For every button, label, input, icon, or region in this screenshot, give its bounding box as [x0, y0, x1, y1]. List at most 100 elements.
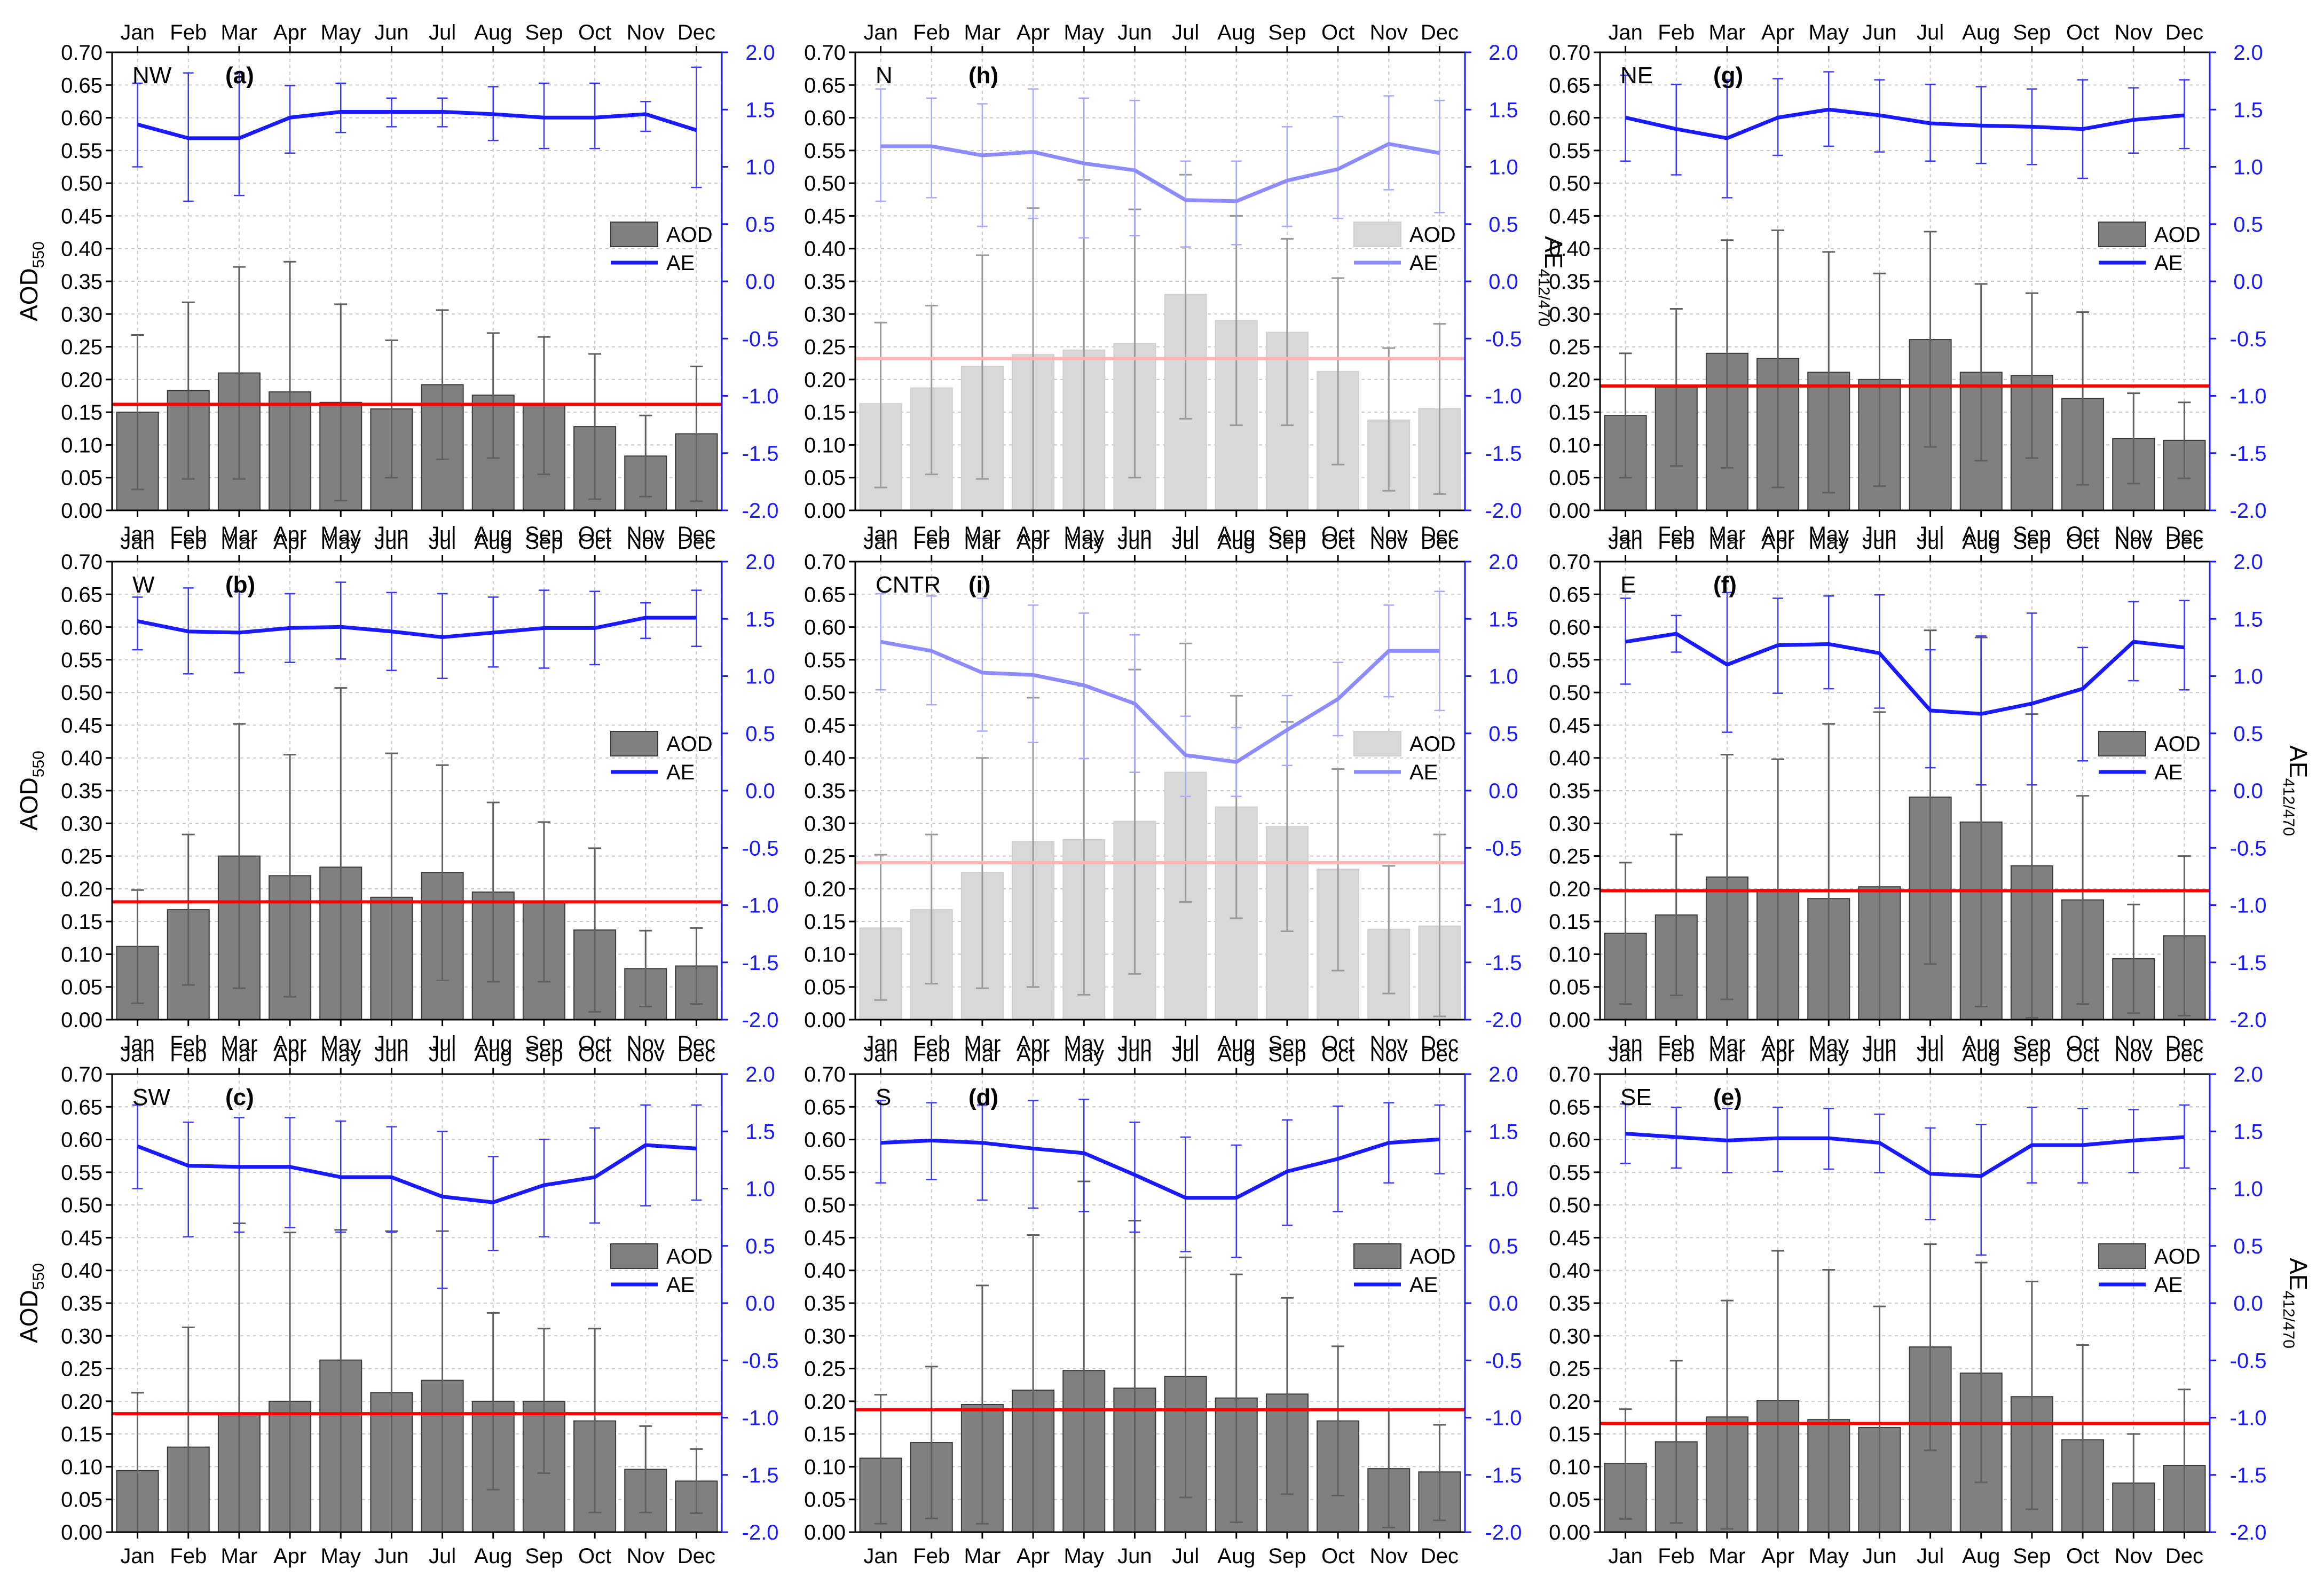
- month-label-top: Aug: [1217, 21, 1255, 44]
- aod-error-bars: [1619, 629, 2191, 1021]
- aod-error-bars: [874, 174, 1446, 511]
- tick-label-left: 0.40: [61, 747, 103, 770]
- tick-label-right: -1.0: [742, 1407, 779, 1430]
- month-label-top: May: [1063, 21, 1104, 44]
- tick-label-right: -1.0: [1485, 1407, 1522, 1430]
- month-label-top: Feb: [1658, 530, 1695, 554]
- tick-label-left: 0.20: [804, 368, 846, 392]
- month-label-top: Jun: [1117, 1043, 1152, 1066]
- tick-label-left: 0.40: [61, 238, 103, 261]
- month-label-bottom: Mar: [220, 1032, 257, 1055]
- tick-label-right: -0.5: [2230, 837, 2267, 860]
- ae-error-bars: [1620, 1103, 2190, 1256]
- tick-label-left: 0.25: [1549, 1358, 1590, 1381]
- tick-label-right: 1.5: [745, 98, 775, 122]
- month-label-top: Feb: [170, 21, 207, 44]
- tick-label-left: 0.15: [804, 910, 846, 934]
- tick-label-right: -2.0: [742, 1008, 779, 1032]
- month-label-top: Nov: [627, 21, 665, 44]
- panel-label: (b): [225, 572, 255, 598]
- tick-label-left: 0.70: [61, 550, 103, 574]
- month-label-bottom: May: [320, 523, 361, 546]
- month-label-bottom: Jun: [1117, 1544, 1152, 1568]
- month-label-bottom: Nov: [1370, 1544, 1408, 1568]
- ae-error-bars: [132, 1104, 702, 1289]
- tick-label-left: 0.65: [804, 74, 846, 97]
- month-label-top: Aug: [1962, 21, 2000, 44]
- tick-label-left: 0.60: [1549, 1129, 1590, 1152]
- month-label-bottom: Jan: [1608, 523, 1643, 546]
- month-label-top: Jul: [1172, 21, 1199, 44]
- tick-label-right: 0.0: [1488, 779, 1518, 803]
- legend-ae-label: AE: [2154, 1273, 2183, 1297]
- tick-label-left: 0.00: [804, 1521, 846, 1544]
- tick-label-left: 0.55: [804, 1161, 846, 1185]
- tick-label-left: 0.65: [804, 1095, 846, 1119]
- region-label: SE: [1620, 1084, 1652, 1110]
- month-label-top: Oct: [2066, 1043, 2099, 1066]
- tick-label-left: 0.25: [61, 845, 103, 869]
- tick-label-left: 0.50: [804, 1194, 846, 1217]
- tick-label-left: 0.15: [804, 401, 846, 424]
- tick-label-left: 0.35: [1549, 1292, 1590, 1315]
- y-axis-title-left: AOD550: [15, 751, 48, 831]
- month-label-top: Jan: [120, 530, 155, 554]
- tick-label-right: 1.0: [745, 1178, 775, 1201]
- month-label-bottom: Jul: [1917, 1032, 1944, 1055]
- month-label-bottom: Jul: [1172, 1544, 1199, 1568]
- tick-label-left: 0.25: [61, 336, 103, 359]
- month-label-top: Mar: [1708, 21, 1745, 44]
- month-label-bottom: Apr: [1761, 523, 1794, 546]
- month-label-bottom: Oct: [1321, 1544, 1354, 1568]
- tick-label-left: 0.25: [1549, 336, 1590, 359]
- month-label-bottom: Jul: [1917, 1544, 1944, 1568]
- ae-series-line: [1625, 632, 2185, 716]
- month-label-top: Jan: [1608, 21, 1643, 44]
- legend-ae-label: AE: [666, 761, 695, 784]
- tick-label-left: 0.25: [61, 1358, 103, 1381]
- month-label-bottom: Mar: [1708, 1032, 1745, 1055]
- month-label-bottom: Sep: [2013, 1032, 2051, 1055]
- month-label-bottom: Apr: [273, 1544, 306, 1568]
- tick-label-left: 0.40: [804, 747, 846, 770]
- tick-label-left: 0.10: [1549, 943, 1590, 966]
- month-label-bottom: Jan: [120, 1544, 155, 1568]
- month-label-bottom: Mar: [1708, 523, 1745, 546]
- month-label-bottom: Aug: [474, 1544, 512, 1568]
- legend-aod-swatch: [610, 731, 658, 756]
- tick-label-left: 0.55: [61, 649, 103, 672]
- month-label-bottom: Sep: [525, 1032, 563, 1055]
- tick-label-left: 0.40: [1549, 747, 1590, 770]
- tick-label-right: 0.0: [1488, 1292, 1518, 1315]
- ae-error-bars: [875, 1098, 1445, 1258]
- tick-label-right: 1.5: [1488, 98, 1518, 122]
- legend-aod-swatch: [2098, 222, 2146, 247]
- month-label-bottom: Mar: [1708, 1544, 1745, 1568]
- tick-label-left: 0.60: [1549, 107, 1590, 130]
- month-label-bottom: Jan: [1608, 1544, 1643, 1568]
- month-label-bottom: Dec: [1421, 1032, 1459, 1055]
- tick-label-left: 0.15: [61, 1423, 103, 1446]
- month-label-bottom: Nov: [2115, 523, 2153, 546]
- tick-label-left: 0.55: [1549, 139, 1590, 163]
- y-axis-title-right: AE412/470: [2280, 1258, 2312, 1348]
- month-label-top: Aug: [474, 21, 512, 44]
- month-label-bottom: Feb: [913, 1032, 950, 1055]
- tick-label-right: 0.5: [2233, 213, 2263, 236]
- tick-label-left: 0.05: [1549, 467, 1590, 490]
- y-axis-title-left-main: AOD: [15, 268, 43, 321]
- tick-label-right: -1.0: [2230, 894, 2267, 918]
- y-axis-title-left-main: AOD: [15, 777, 43, 831]
- month-label-bottom: Oct: [2066, 523, 2099, 546]
- tick-label-right: 0.0: [2233, 270, 2263, 294]
- tick-label-right: -2.0: [2230, 1008, 2267, 1032]
- tick-label-left: 0.20: [804, 878, 846, 901]
- region-label: NE: [1620, 62, 1653, 89]
- tick-label-right: -2.0: [2230, 1521, 2267, 1544]
- tick-label-right: 1.5: [2233, 608, 2263, 631]
- month-label-bottom: Dec: [677, 1032, 715, 1055]
- tick-label-left: 0.70: [1549, 41, 1590, 65]
- tick-label-left: 0.05: [61, 976, 103, 999]
- month-label-top: Jul: [1172, 1043, 1199, 1066]
- aod-bars: [116, 1359, 718, 1533]
